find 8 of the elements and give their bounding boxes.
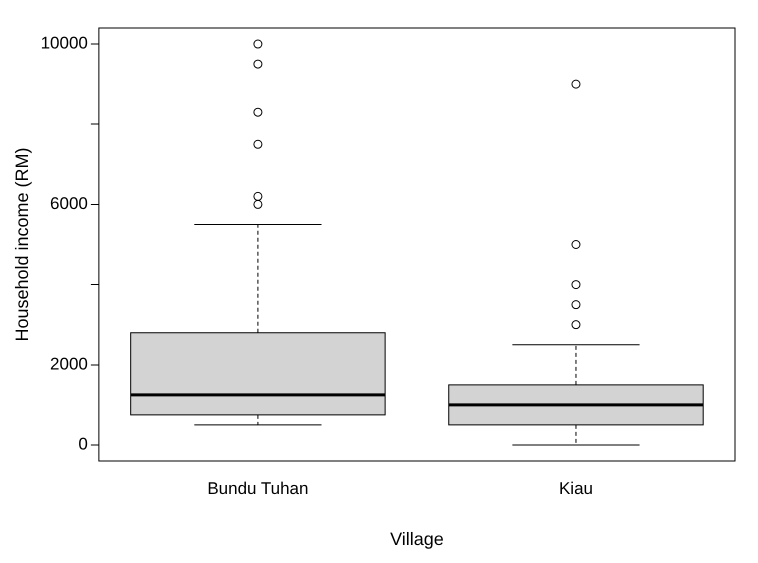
y-axis-title: Household income (RM) [12,147,32,342]
y-tick-label: 10000 [40,34,88,53]
x-tick-label: Bundu Tuhan [207,478,308,498]
x-tick-label: Kiau [558,478,593,498]
x-axis-title: Village [390,529,444,550]
y-tick-label: 2000 [50,354,88,374]
y-tick-label: 6000 [50,194,88,214]
y-tick-label: 0 [78,434,88,454]
